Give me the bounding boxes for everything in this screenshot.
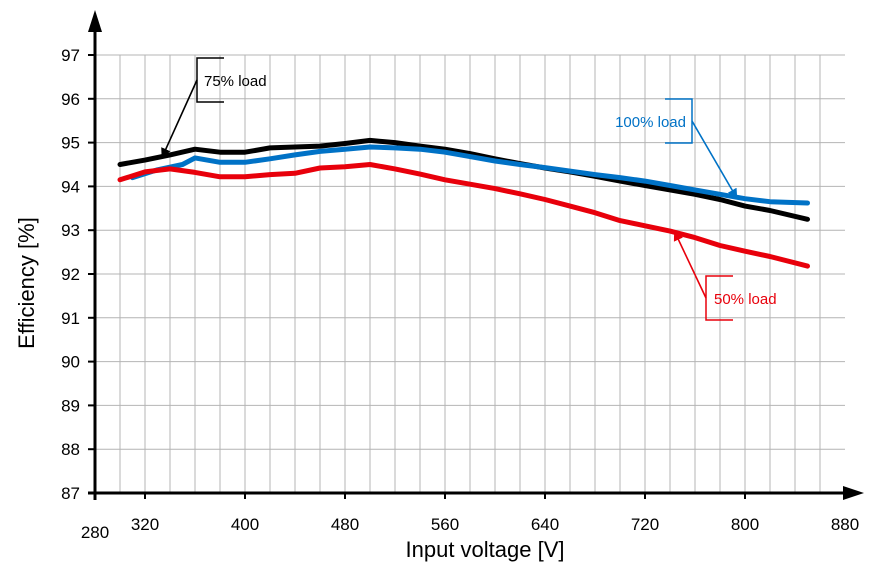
y-axis-arrowhead [88,10,102,32]
callout-label: 100% load [615,114,686,131]
callout-label: 75% load [204,73,267,90]
y-tick-label: 95 [61,134,80,153]
callout-arrow [161,79,198,159]
y-axis-label: Efficiency [%] [14,217,39,349]
y-tick-label: 88 [61,440,80,459]
y-tick-label: 89 [61,396,80,415]
annotations: 75% load 100% load 50% load [161,57,777,321]
y-tick-label: 97 [61,46,80,65]
x-tick-label: 720 [631,515,659,534]
x-tick-label: 560 [431,515,459,534]
x-tick-label: 400 [231,515,259,534]
callout-arrow [673,230,707,299]
x-tick-label: 800 [731,515,759,534]
x-tick-label: 280 [81,523,109,542]
series-line-50-load [117,162,810,269]
series-lines [117,137,810,269]
series-line-75-load [117,137,810,222]
callout-arrow [691,120,738,199]
series-line-100-load [130,144,810,206]
y-tick-label: 96 [61,90,80,109]
y-tick-label: 94 [61,177,80,196]
x-axis-arrowhead [843,486,864,500]
grid-lines [95,54,845,493]
callout-label: 50% load [714,291,777,308]
x-tick-label: 320 [131,515,159,534]
x-tick-label: 880 [831,515,859,534]
x-axis-label: Input voltage [V] [406,537,565,562]
y-tick-label: 91 [61,309,80,328]
y-tick-label: 87 [61,484,80,503]
x-tick-label: 640 [531,515,559,534]
axes [88,10,864,500]
x-tick-label: 480 [331,515,359,534]
y-tick-label: 93 [61,221,80,240]
tick-labels: 87 88 89 90 91 92 93 94 95 96 97 280 320 400 480 560 640… [61,46,859,542]
y-tick-label: 92 [61,265,80,284]
y-tick-label: 90 [61,353,80,372]
